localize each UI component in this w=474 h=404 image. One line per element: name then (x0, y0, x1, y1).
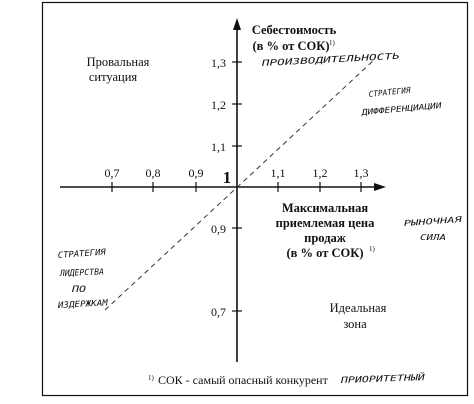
handwritten-differentiation: СТРАТЕГИЯ (368, 86, 411, 99)
x-tick-label: 0,7 (105, 166, 120, 180)
x-axis-title-sup: 1) (369, 245, 376, 253)
handwritten-market-force: РЫНОЧНАЯ (404, 215, 463, 228)
y-axis-arrow (233, 18, 241, 30)
diagonal-dashed-line (104, 59, 375, 311)
handwritten-differentiation: ДИФФЕРЕНЦИАЦИИ (360, 101, 442, 117)
handwritten-leadership: ЛИДЕРСТВА (59, 267, 104, 279)
handwritten-leadership: ИЗДЕРЖКАМ (57, 298, 109, 311)
quadrant-label-failure: ситуация (89, 70, 138, 84)
quadrant-label-failure: Провальная (87, 55, 150, 69)
y-tick-label: 0,7 (211, 305, 226, 319)
y-tick-label: 1,2 (211, 98, 226, 112)
y-axis-title: Себестоимость (252, 23, 337, 37)
x-axis-title-line: продаж (304, 231, 347, 245)
y-axis-subtitle-sup: 1) (329, 39, 336, 47)
y-tick-label: 1,1 (211, 140, 226, 154)
x-tick-label: 0,8 (146, 166, 161, 180)
x-axis-title-line: (в % от СОК) (287, 246, 364, 260)
x-tick-label: 1,1 (271, 166, 286, 180)
handwritten-priority: ПРИОРИТЕТНЫЙ (339, 371, 426, 386)
handwritten-productivity: ПРОИЗВОДИТЕЛЬНОСТЬ (260, 52, 400, 69)
x-tick-label: 0,9 (189, 166, 204, 180)
x-tick-label: 1,2 (313, 166, 328, 180)
handwritten-leadership: ПО (71, 285, 86, 295)
handwritten-leadership: СТРАТЕГИЯ (58, 248, 107, 261)
diagram-border (41, 1, 469, 397)
y-axis-subtitle: (в % от СОК) (253, 39, 330, 53)
y-tick-label: 0,9 (211, 222, 226, 236)
x-axis-title-line: приемлемая цена (276, 216, 375, 230)
origin-label: 1 (223, 168, 232, 187)
quadrant-label-ideal: Идеальная (330, 301, 387, 315)
x-axis-title-line: Максимальная (282, 201, 369, 215)
quadrant-label-ideal: зона (343, 317, 367, 331)
footnote-text: СОК - самый опасный конкурент (158, 373, 329, 387)
x-tick-label: 1,3 (354, 166, 369, 180)
footnote-marker: 1) (148, 374, 155, 382)
handwritten-market-force: СИЛА (420, 233, 446, 242)
y-tick-label: 1,3 (211, 56, 226, 70)
x-axis-arrow (374, 183, 386, 191)
